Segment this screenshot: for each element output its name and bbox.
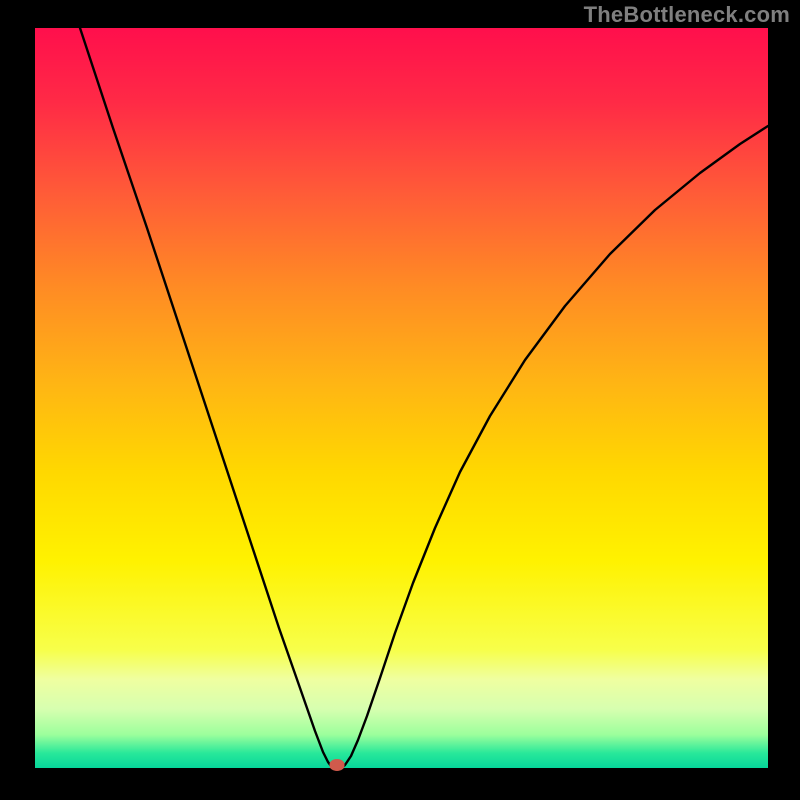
watermark-text: TheBottleneck.com <box>584 2 790 28</box>
chart-frame: TheBottleneck.com <box>0 0 800 800</box>
plot-area <box>35 28 768 768</box>
bottleneck-curve <box>35 28 768 768</box>
optimum-marker <box>330 759 345 771</box>
